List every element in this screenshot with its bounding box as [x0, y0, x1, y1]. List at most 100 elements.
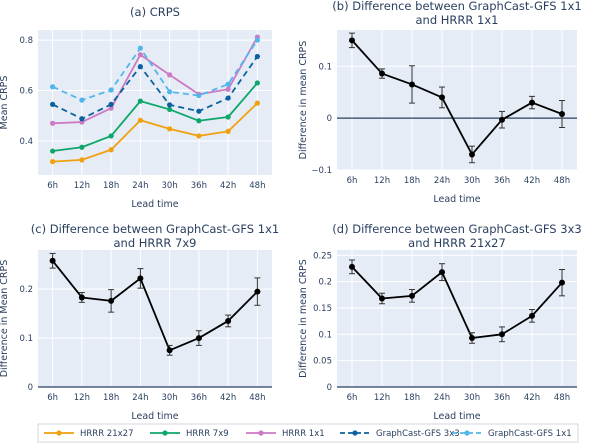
data-point — [167, 106, 173, 113]
plot-area — [337, 250, 577, 387]
data-point — [108, 105, 114, 111]
series-line — [52, 36, 259, 125]
data-point — [225, 81, 231, 87]
x-tick-label: 36h — [191, 393, 207, 403]
data-point — [50, 159, 56, 165]
y-tick-label: 0.1 — [318, 62, 332, 72]
series-line — [52, 39, 259, 102]
series-line — [52, 102, 259, 163]
legend-label: GraphCast-GFS 1x1 — [488, 429, 572, 439]
data-point — [137, 98, 143, 104]
series-1 — [349, 32, 565, 164]
data-point — [529, 99, 535, 106]
x-tick-label: 24h — [434, 176, 450, 186]
x-tick-label: 12h — [374, 176, 390, 186]
data-point — [499, 116, 505, 123]
data-point — [196, 133, 202, 139]
data-point — [166, 347, 173, 354]
data-point — [529, 312, 535, 319]
x-tick-label: 30h — [464, 176, 480, 186]
data-point — [108, 133, 114, 139]
x-axis-label: Lead time — [131, 411, 178, 422]
data-point — [167, 72, 173, 78]
x-tick-label: 42h — [220, 393, 236, 403]
data-point — [254, 100, 260, 106]
legend-item: GraphCast-GFS 3x3 — [340, 429, 460, 439]
data-point — [196, 108, 202, 114]
series-5 — [50, 37, 260, 103]
x-tick-label: 24h — [434, 393, 450, 403]
panel-title: (b) Difference between GraphCast-GFS 1x1 — [332, 0, 581, 13]
legend-swatch-marker — [352, 430, 358, 436]
data-point — [409, 292, 415, 299]
x-tick-label: 12h — [74, 393, 90, 403]
data-point — [225, 317, 232, 324]
series-1 — [49, 252, 261, 356]
data-point — [108, 297, 115, 304]
data-point — [108, 87, 114, 93]
y-tick-label: 0.2 — [318, 278, 332, 288]
x-tick-label: 48h — [554, 393, 570, 403]
series-line — [51, 260, 259, 352]
x-tick-label: 30h — [464, 393, 480, 403]
legend-box — [37, 423, 579, 443]
data-point — [225, 95, 231, 101]
panel-title: (a) CRPS — [130, 5, 180, 19]
data-point — [196, 92, 202, 99]
y-axis-label: Difference in mean CRPS — [298, 259, 309, 378]
y-tick-label: 0.1 — [318, 330, 332, 340]
data-point — [50, 84, 56, 90]
y-tick-label: 0.8 — [19, 36, 33, 46]
data-point — [469, 334, 475, 341]
panel-title-line2: and HRRR 21x27 — [408, 236, 506, 250]
panel-title-line2: and HRRR 1x1 — [415, 13, 498, 27]
x-tick-label: 12h — [74, 181, 90, 191]
data-point — [50, 148, 56, 154]
y-tick-label: 0.1 — [19, 334, 33, 344]
data-point — [137, 63, 143, 70]
x-tick-label: 6h — [47, 393, 58, 403]
series-1 — [349, 259, 565, 344]
data-point — [254, 53, 260, 60]
legend-label: HRRR 1x1 — [282, 429, 325, 439]
y-axis-label: Mean CRPS — [0, 76, 10, 130]
series-4 — [50, 53, 260, 122]
x-tick-label: 18h — [404, 393, 420, 403]
data-point — [225, 128, 231, 134]
data-point — [137, 117, 143, 123]
panel-title: (c) Difference between GraphCast-GFS 1x1 — [31, 222, 279, 236]
series-line — [351, 266, 563, 339]
data-point — [50, 120, 56, 126]
data-point — [78, 294, 85, 301]
y-tick-label: 0 — [28, 383, 33, 393]
legend-item: HRRR 7x9 — [150, 429, 229, 439]
y-axis-label: Difference in mean CRPS — [298, 41, 309, 160]
plot-area — [337, 30, 577, 170]
series-line — [351, 39, 563, 156]
data-point — [79, 157, 85, 163]
y-tick-label: 0.2 — [19, 285, 33, 295]
x-tick-label: 12h — [374, 393, 390, 403]
x-tick-label: 48h — [554, 176, 570, 186]
data-point — [469, 151, 475, 158]
data-point — [225, 114, 231, 120]
legend-swatch-marker — [258, 430, 264, 436]
x-tick-label: 6h — [347, 393, 358, 403]
x-tick-label: 42h — [220, 181, 236, 191]
legend-label: HRRR 21x27 — [80, 429, 133, 439]
y-tick-label: 0 — [327, 383, 332, 393]
legend-swatch-marker — [162, 430, 168, 436]
data-point — [167, 126, 173, 132]
y-tick-label: 0.4 — [19, 137, 33, 147]
y-tick-label: −0.1 — [311, 166, 332, 176]
data-point — [254, 80, 260, 86]
data-point — [195, 335, 202, 342]
legend: HRRR 21x27 HRRR 7x9 HRRR 1x1 GraphCast-GFS … — [37, 423, 579, 443]
plot-area — [38, 250, 272, 387]
x-tick-label: 30h — [162, 393, 178, 403]
data-point — [349, 37, 355, 44]
x-tick-label: 6h — [347, 176, 358, 186]
data-point — [379, 295, 385, 302]
data-point — [559, 111, 565, 117]
data-point — [49, 257, 56, 264]
